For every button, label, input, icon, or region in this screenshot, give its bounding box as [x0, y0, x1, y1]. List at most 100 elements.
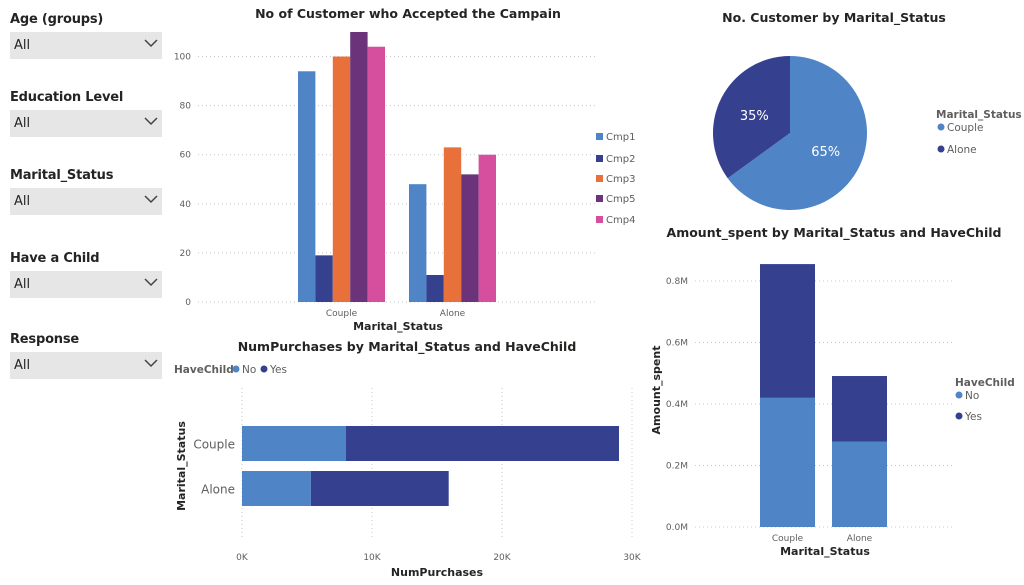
chart-title: No of Customer who Accepted the Campain [255, 6, 561, 21]
legend-marker [937, 145, 945, 153]
numpurchases-chart: NumPurchases by Marital_Status and HaveC… [174, 339, 642, 579]
bar-cmp2-couple [315, 255, 333, 302]
bar-cmp3-couple [332, 56, 351, 302]
bar-cmp5-couple [350, 32, 368, 302]
legend-item: No [242, 364, 256, 376]
legend-marker [596, 155, 603, 162]
slice-label: 35% [740, 109, 769, 124]
marital-status-pie-chart: No. Customer by Marital_Status 65% 35% Ma… [713, 10, 1022, 210]
x-tick-label: 20K [493, 553, 511, 563]
bar-cmp5-alone [461, 174, 479, 302]
dropdown-value: All [14, 277, 31, 292]
education-level-dropdown[interactable]: All [10, 110, 162, 137]
legend-item: Cmp1 [606, 132, 635, 143]
slicer-title: Response [10, 332, 80, 347]
pie-slice-alone [713, 56, 790, 179]
bar-cmp1-alone [409, 184, 427, 302]
chevron-down-icon [144, 278, 158, 287]
chevron-down-icon [144, 359, 158, 368]
chart-title: No. Customer by Marital_Status [722, 10, 946, 26]
legend-item: Yes [964, 411, 982, 423]
age-groups-dropdown[interactable]: All [10, 32, 162, 59]
chart-title: Amount_spent by Marital_Status and HaveC… [667, 225, 1002, 241]
y-tick-label: 40 [180, 200, 192, 210]
bar-no-alone [832, 441, 887, 527]
y-tick-label: 100 [174, 53, 191, 63]
bar-no-couple [760, 397, 815, 527]
chevron-down-icon [144, 117, 158, 126]
marital-status-dropdown[interactable]: All [10, 188, 162, 215]
x-axis-label: NumPurchases [391, 566, 484, 579]
x-tick-label: 0K [236, 553, 249, 563]
y-axis-label: Marital_Status [175, 421, 188, 511]
chevron-down-icon [144, 195, 158, 204]
have-a-child-dropdown[interactable]: All [10, 271, 162, 298]
legend-item: No [965, 390, 979, 402]
legend-title: Marital_Status [936, 109, 1022, 121]
category-label: Alone [201, 483, 235, 497]
slicer-age-groups: Age (groups) All [10, 12, 162, 59]
amount-spent-chart: Amount_spent by Marital_Status and HaveC… [650, 225, 1015, 558]
bar-cmp3-alone [443, 147, 462, 302]
legend-item: Yes [269, 364, 287, 376]
x-axis-label: Marital_Status [780, 545, 870, 558]
x-tick-label: 30K [623, 553, 641, 563]
y-tick-label: 0.8M [666, 277, 688, 287]
legend-title: HaveChild [955, 377, 1015, 389]
slicer-have-a-child: Have a Child All [10, 251, 162, 298]
legend-marker [260, 365, 268, 373]
legend-marker [596, 133, 603, 140]
y-tick-label: 20 [180, 249, 192, 259]
legend-marker [596, 216, 603, 223]
y-tick-label: 60 [180, 151, 192, 161]
slicer-response: Response All [10, 332, 162, 379]
legend-marker [955, 412, 963, 420]
y-tick-label: 80 [180, 102, 192, 112]
dropdown-value: All [14, 116, 31, 131]
slice-label: 65% [811, 145, 840, 160]
dropdown-value: All [14, 194, 31, 209]
slicer-title: Education Level [10, 90, 124, 105]
legend-item: Couple [947, 122, 983, 134]
bar-no-couple [242, 426, 346, 461]
x-axis-label: Marital_Status [353, 320, 443, 333]
response-dropdown[interactable]: All [10, 352, 162, 379]
x-tick-label: Alone [847, 534, 873, 544]
y-axis-label: Amount_spent [650, 346, 663, 435]
legend-marker [232, 365, 240, 373]
legend-item: Cmp5 [606, 194, 635, 205]
slicer-education-level: Education Level All [10, 90, 162, 137]
x-tick-label: 10K [363, 553, 381, 563]
bar-cmp1-couple [298, 71, 316, 302]
chevron-down-icon [144, 39, 158, 48]
bar-yes-couple [760, 264, 815, 398]
legend-item: Cmp2 [606, 154, 635, 165]
y-tick-label: 0.6M [666, 339, 688, 349]
chart-title: NumPurchases by Marital_Status and HaveC… [238, 339, 577, 355]
slicer-title: Have a Child [10, 251, 100, 266]
slicer-title: Age (groups) [10, 12, 104, 27]
y-tick-label: 0.4M [666, 400, 688, 410]
slicer-title: Marital_Status [10, 168, 114, 183]
slicer-marital-status: Marital_Status All [10, 168, 162, 215]
legend-marker [596, 175, 603, 182]
dropdown-value: All [14, 38, 31, 53]
bar-yes-alone [310, 471, 449, 506]
category-label: Couple [193, 438, 235, 452]
legend-marker [955, 391, 963, 399]
x-tick-label: Couple [772, 534, 804, 544]
x-tick-label: Couple [326, 309, 358, 319]
pie-slice-couple [727, 56, 868, 210]
bar-cmp2-alone [426, 275, 444, 302]
y-tick-label: 0.2M [666, 462, 688, 472]
bar-yes-couple [346, 426, 619, 461]
legend-item: Alone [947, 144, 977, 156]
dropdown-value: All [14, 358, 31, 373]
bar-yes-alone [832, 376, 887, 442]
legend-marker [937, 123, 945, 131]
bar-cmp4-alone [478, 154, 496, 302]
campaign-acceptance-chart: No of Customer who Accepted the Campain … [174, 6, 636, 333]
legend-item: Cmp3 [606, 174, 635, 185]
legend-marker [596, 195, 603, 202]
legend-item: Cmp4 [606, 215, 635, 226]
